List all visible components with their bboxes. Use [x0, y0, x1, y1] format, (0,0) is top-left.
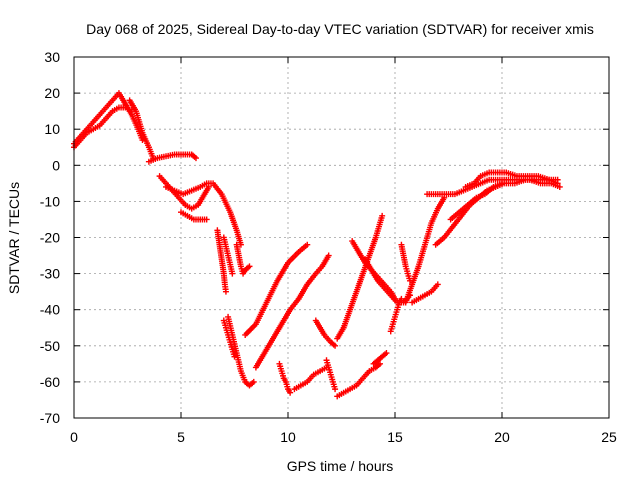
- plot-frame: [73, 56, 610, 419]
- x-axis-label: GPS time / hours: [287, 458, 394, 474]
- x-tick-label: 0: [70, 429, 78, 445]
- x-tick-label: 20: [494, 429, 510, 445]
- series-sat-track-15: [276, 360, 294, 396]
- data-point-marker: [287, 389, 294, 396]
- series-sat-track-11: [225, 313, 257, 389]
- series-sat-track-23: [370, 350, 390, 367]
- series-sat-track-10: [233, 241, 253, 277]
- data-point-marker: [556, 183, 563, 190]
- x-tick-label: 25: [601, 429, 617, 445]
- data-point-marker: [139, 137, 146, 144]
- data-point-marker: [246, 263, 253, 270]
- y-axis-label: SDTVAR / TECUs: [6, 182, 22, 294]
- series-sat-track-24: [387, 295, 405, 335]
- series-sat-track-17: [312, 317, 339, 349]
- series-sat-track-14: [252, 252, 332, 371]
- data-point-marker: [434, 281, 441, 288]
- data-points-layer: [71, 90, 563, 400]
- data-point-marker: [231, 353, 238, 360]
- data-point-marker: [222, 288, 229, 295]
- series-sat-track-7: [178, 209, 210, 223]
- series-sat-track-31: [447, 180, 505, 223]
- data-point-marker: [325, 252, 332, 259]
- series-sat-track-18: [323, 357, 339, 393]
- data-point-marker: [203, 216, 210, 223]
- data-point-marker: [192, 155, 199, 162]
- data-point-marker: [554, 180, 561, 187]
- data-point-marker: [332, 342, 339, 349]
- y-tick-label: 20: [44, 85, 60, 101]
- data-point-marker: [398, 295, 405, 302]
- data-point-marker: [499, 180, 505, 187]
- data-point-marker: [250, 378, 257, 385]
- data-point-marker: [383, 350, 390, 357]
- y-tick-label: 10: [44, 121, 60, 137]
- y-tick-label: -30: [40, 266, 60, 282]
- series-sat-track-3: [126, 97, 157, 162]
- series-sat-track-30: [462, 169, 561, 190]
- series-sat-track-19: [334, 360, 384, 400]
- data-point-marker: [304, 241, 311, 248]
- y-tick-label: -60: [40, 374, 60, 390]
- y-tick-label: -40: [40, 302, 60, 318]
- series-sat-track-5: [156, 173, 212, 212]
- series-sat-track-8: [214, 227, 229, 295]
- series-sat-track-2: [71, 104, 135, 151]
- y-tick-label: 0: [52, 157, 60, 173]
- y-tick-label: 30: [44, 49, 60, 65]
- data-point-marker: [332, 386, 339, 393]
- data-point-marker: [229, 270, 236, 277]
- series-sat-track-29: [432, 176, 561, 248]
- y-tick-label: -10: [40, 193, 60, 209]
- x-tick-label: 15: [387, 429, 403, 445]
- series-sat-track-12: [220, 317, 238, 360]
- y-tick-label: -70: [40, 410, 60, 426]
- series-sat-track-13: [242, 241, 311, 338]
- y-tick-label: -50: [40, 338, 60, 354]
- series-sat-track-27: [402, 194, 448, 306]
- series-sat-track-25: [398, 241, 413, 284]
- grid-layer: [74, 57, 609, 418]
- series-sat-track-20: [334, 212, 386, 342]
- series-sat-track-26: [409, 281, 441, 306]
- series-sat-track-6: [163, 180, 244, 248]
- y-tick-label: -20: [40, 230, 60, 246]
- chart-title: Day 068 of 2025, Sidereal Day-to-day VTE…: [86, 21, 594, 37]
- series-sat-track-9: [220, 234, 236, 277]
- data-point-marker: [379, 212, 386, 219]
- series-sat-track-4: [145, 151, 199, 165]
- data-point-marker: [377, 360, 384, 367]
- series-sat-track-16: [291, 364, 330, 393]
- x-tick-label: 5: [177, 429, 185, 445]
- x-tick-label: 10: [280, 429, 296, 445]
